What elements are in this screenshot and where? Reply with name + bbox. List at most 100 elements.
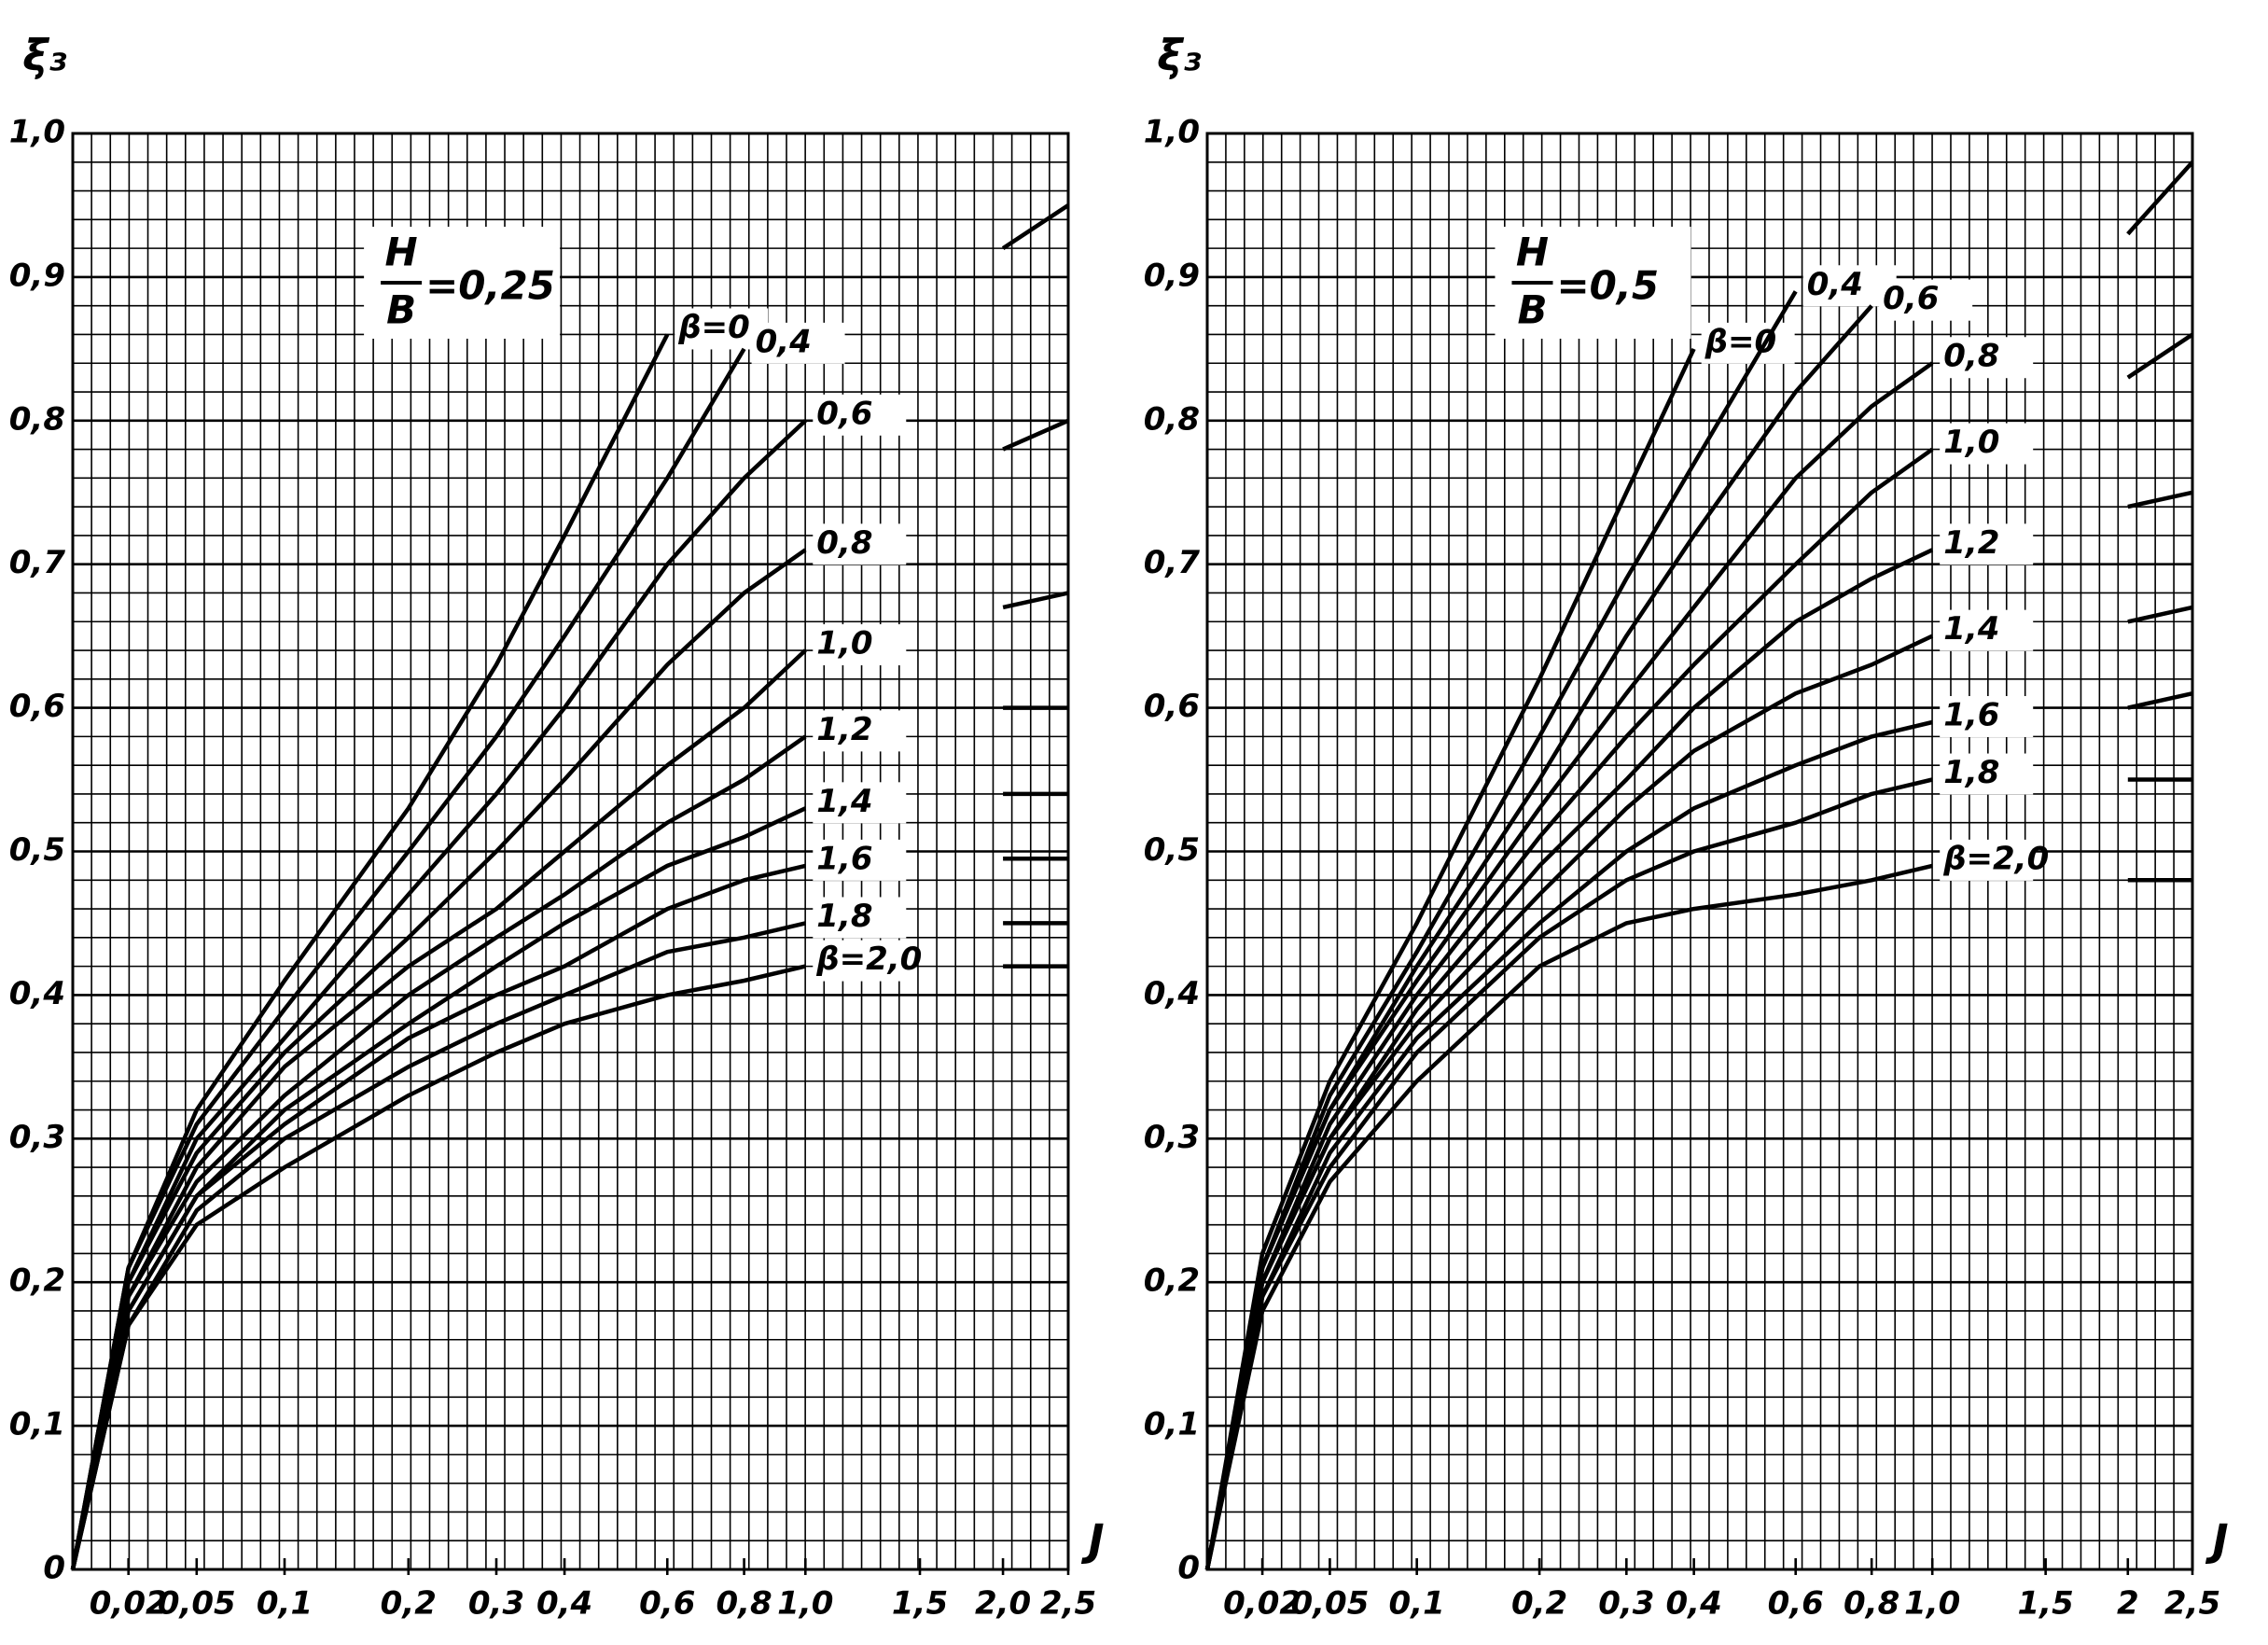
curve [70,333,670,1570]
y-tick-label: 0 [1177,1550,1200,1587]
curve [1204,605,2193,1570]
y-tick-label: 0,5 [9,831,65,869]
x-tick-label: 0,2 [1511,1585,1567,1623]
annotation-denominator: B [386,287,416,333]
curve-label-bg [1701,322,1795,364]
annotation-denominator: B [1517,287,1547,333]
y-tick-label: 0,4 [1144,975,1200,1012]
curve-label-bg [813,624,907,666]
annotation-value: =0,25 [425,263,555,309]
curve-label-bg [813,839,907,881]
curve-label: 0,6 [1883,280,1939,317]
curve-label: 1,0 [816,625,872,662]
annotation-numerator: H [385,230,418,275]
x-tick-label: 0,2 [381,1585,437,1623]
curve [70,705,1068,1570]
curve [70,856,1068,1570]
x-tick-label: 1,5 [892,1585,948,1623]
curve [70,921,1068,1570]
y-tick-label: 0,7 [9,544,66,581]
y-axis-label: ξ₃ [22,31,66,81]
curve-label: 0,8 [816,524,872,562]
curve [70,591,1069,1570]
y-tick-label: 0,7 [1144,544,1201,581]
curve-label-bg [1940,695,2034,737]
panel: 0 0,1 0,2 0,3 0,4 0,5 0,6 0,7 0,8 0,9 1,0 0,020,05 0… [9,31,1105,1623]
curve-label: 1,2 [816,711,872,748]
y-tick-label: 0,6 [9,688,65,725]
y-tick-label: 0 [43,1550,65,1587]
x-tick-label: 0,02 [90,1585,168,1623]
annotation-value: =0,5 [1556,263,1659,309]
y-tick-label: 0,6 [1144,688,1200,725]
y-tick-label: 0,4 [9,975,65,1012]
curve-label: 0,8 [1943,338,1999,375]
curve-label: 0,4 [756,323,812,360]
curve [70,964,1068,1570]
curve-label-bg [1940,337,2034,379]
curve-label-bg [813,523,907,565]
y-tick-label: 0,5 [1144,831,1200,869]
curve-label: β=0 [677,309,749,346]
curve [70,203,1070,1570]
curve-label: β=2,0 [815,941,922,978]
curve-label-bg [813,710,907,752]
y-tick-label: 0,9 [1144,257,1200,294]
curve-label: 1,0 [1943,424,1999,461]
curve-label-bg [813,940,907,982]
x-tick-label: 2,0 [975,1585,1031,1623]
curve-label-bg [1940,839,2034,881]
y-tick-label: 0,2 [1144,1262,1200,1300]
x-tick-label: 0,8 [716,1585,772,1623]
y-tick-label: 0,8 [9,400,65,438]
curve-label: 1,6 [816,840,872,877]
curve [1204,332,2194,1570]
curve-label: β=2,0 [1942,840,2049,877]
x-tick-label: 1,0 [1904,1585,1960,1623]
x-tick-label: 0,02 [1223,1585,1301,1623]
curve-label: 0,4 [1807,266,1863,303]
x-tick-label: 2,5 [2164,1585,2220,1623]
annotation-numerator: H [1516,230,1549,275]
curve-label: 1,6 [1943,696,1999,733]
x-tick-label: 0,6 [639,1585,695,1623]
x-tick-label: 0,05 [158,1585,236,1623]
curve [1204,347,1696,1570]
y-tick-label: 0,3 [9,1119,65,1156]
y-tick-label: 0,2 [9,1262,65,1300]
curve [1204,691,2193,1570]
y-tick-label: 0,9 [9,257,65,294]
y-tick-label: 1,0 [1144,114,1200,151]
curve-label-bg [1940,753,2034,795]
y-tick-label: 0,1 [1144,1406,1200,1443]
curve [1204,863,2192,1570]
x-tick-label: 0,4 [536,1585,592,1623]
curve-label-bg [751,322,845,364]
curve [1204,777,2192,1570]
y-tick-label: 0,1 [9,1406,65,1443]
x-tick-label: 1,5 [2018,1585,2074,1623]
x-tick-label: 0,05 [1290,1585,1369,1623]
curve-label-bg [1879,279,1973,321]
x-tick-label: 0,4 [1666,1585,1722,1623]
y-tick-label: 1,0 [9,114,65,151]
curve-label: 1,8 [816,898,872,935]
curve-label: 1,4 [1943,610,1999,648]
x-tick-label: 0,3 [468,1585,524,1623]
x-tick-label: 0,1 [1389,1585,1445,1623]
curve-label-bg [1940,609,2034,651]
panel: 0 0,1 0,2 0,3 0,4 0,5 0,6 0,7 0,8 0,9 1,0 0,020,05 0… [1144,31,2229,1623]
curve [70,418,1069,1570]
curve-label: 0,6 [816,395,872,432]
x-axis-label: J [2205,1515,2228,1566]
x-tick-label: 2,5 [1040,1585,1096,1623]
x-tick-label: 0,8 [1844,1585,1899,1623]
x-axis-label: J [1080,1515,1104,1566]
x-tick-label: 0,3 [1598,1585,1654,1623]
x-tick-label: 0,6 [1768,1585,1824,1623]
curve [1204,160,2194,1570]
y-axis-label: ξ₃ [1157,31,1201,81]
curve-label-bg [813,897,907,939]
curve-label-bg [813,394,907,436]
